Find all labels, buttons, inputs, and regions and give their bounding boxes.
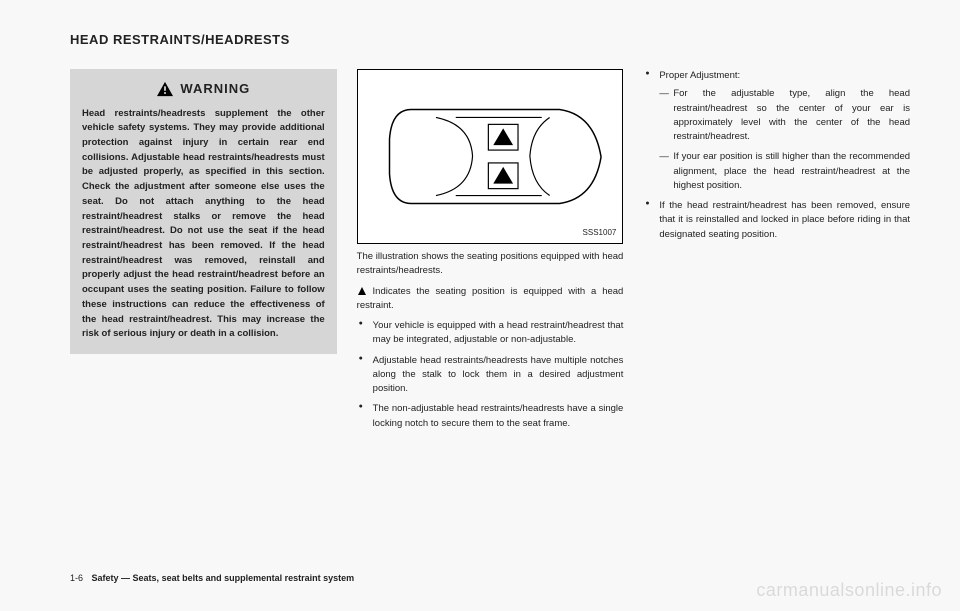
page-number: 1-6 — [70, 573, 83, 583]
page-footer: 1-6 Safety — Seats, seat belts and suppl… — [70, 573, 354, 583]
warning-box: WARNING Head restraints/headrests supple… — [70, 69, 337, 354]
list-item-proper: Proper Adjustment: For the adjustable ty… — [643, 69, 910, 193]
watermark: carmanualsonline.info — [756, 580, 942, 601]
col-proper: Proper Adjustment: For the adjustable ty… — [643, 69, 910, 437]
list-item: Adjustable head restraints/headrests hav… — [357, 354, 624, 397]
chapter-title: Safety — Seats, seat belts and supplemen… — [92, 573, 355, 583]
list-item-removed: If the head restraint/headrest has been … — [643, 199, 910, 242]
proper-label: Proper Adjustment: — [659, 70, 740, 81]
col-warning: WARNING Head restraints/headrests supple… — [70, 69, 337, 437]
col2-bullets: Your vehicle is equipped with a head res… — [357, 319, 624, 431]
figure-label: SSS1007 — [583, 227, 617, 239]
list-item: The non-adjustable head restraints/headr… — [357, 402, 624, 431]
indicates-text: Indicates the seating position is equipp… — [357, 286, 624, 311]
figure-caption: The illustration shows the seating posit… — [357, 250, 624, 279]
proper-sublist: For the adjustable type, align the head … — [659, 87, 910, 193]
section-title: HEAD RESTRAINTS/HEADRESTS — [70, 32, 910, 47]
warning-header: WARNING — [82, 79, 325, 99]
col-figure: SSS1007 The illustration shows the seati… — [357, 69, 624, 437]
triangle-up-icon — [357, 286, 367, 296]
columns: WARNING Head restraints/headrests supple… — [70, 69, 910, 437]
seating-figure: SSS1007 — [357, 69, 624, 244]
warning-text: Head restraints/headrests supplement the… — [82, 107, 325, 343]
col3-bullets: Proper Adjustment: For the adjustable ty… — [643, 69, 910, 242]
warning-label: WARNING — [180, 79, 250, 99]
car-top-view-icon — [358, 70, 623, 243]
sublist-item: For the adjustable type, align the head … — [659, 87, 910, 144]
sublist-item: If your ear position is still higher tha… — [659, 150, 910, 193]
indicates-line: Indicates the seating position is equipp… — [357, 285, 624, 314]
warning-triangle-icon — [156, 81, 174, 97]
list-item: Your vehicle is equipped with a head res… — [357, 319, 624, 348]
